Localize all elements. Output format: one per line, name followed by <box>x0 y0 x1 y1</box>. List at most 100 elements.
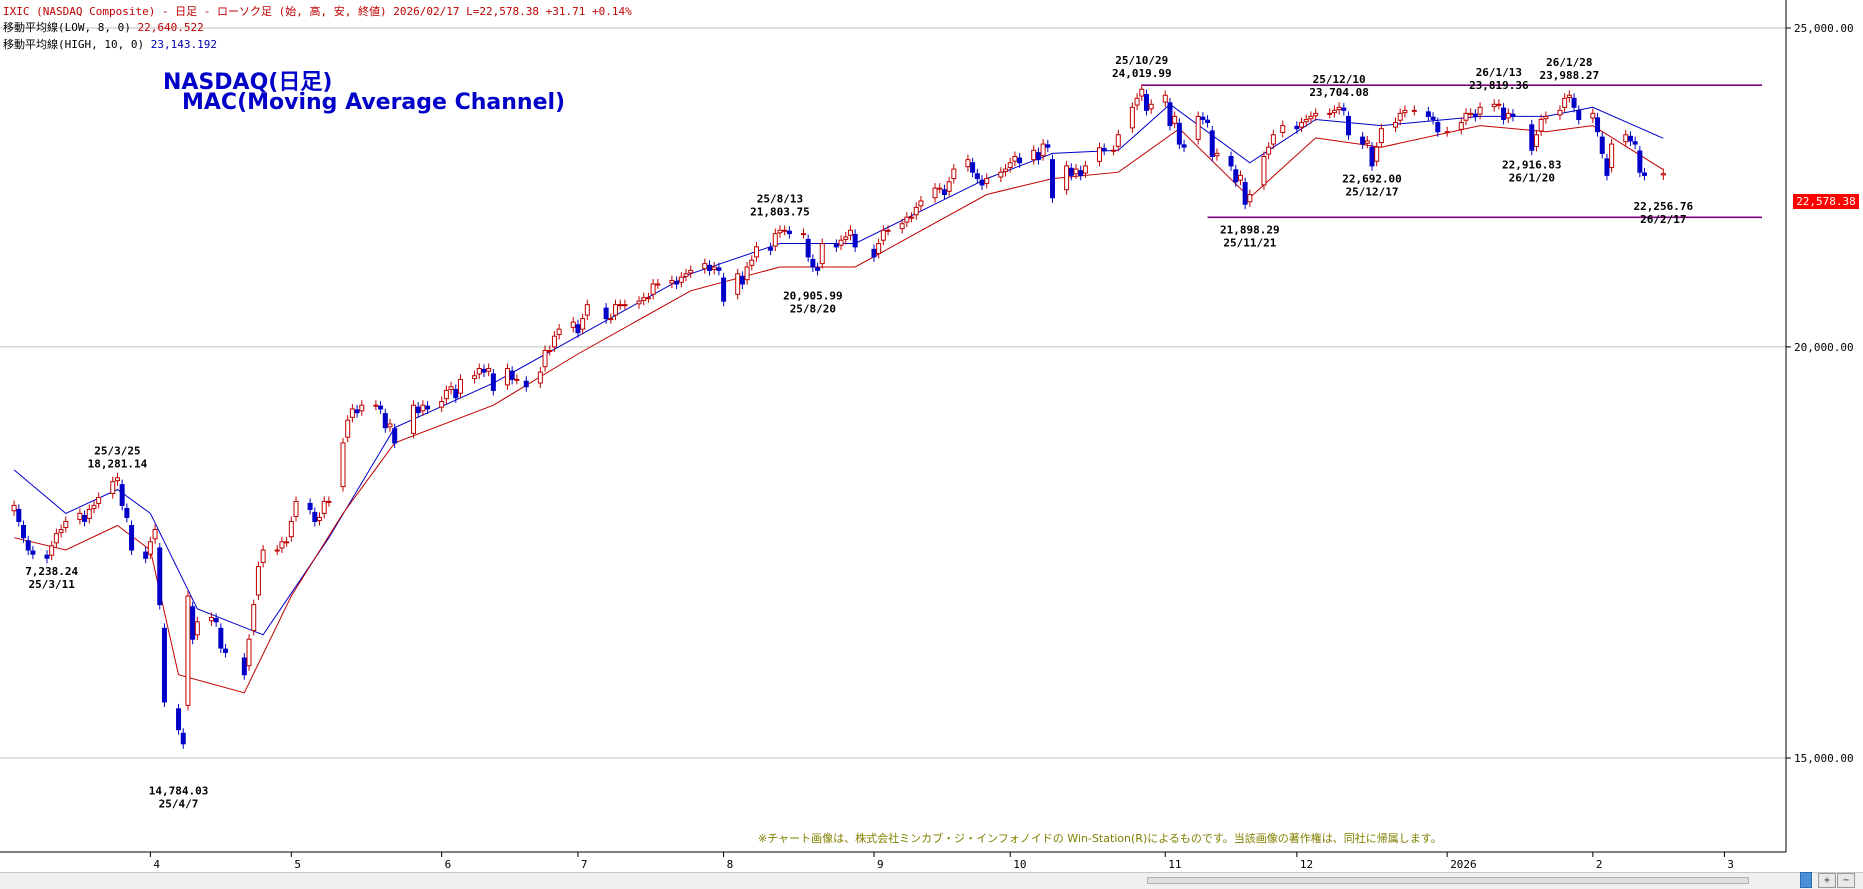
candle-body <box>251 604 257 631</box>
candle-body <box>1205 119 1211 124</box>
candle-body <box>1599 136 1605 154</box>
x-tick-label: 7 <box>581 858 588 871</box>
candle-body <box>20 525 26 539</box>
candle-body <box>852 233 858 248</box>
x-tick-label: 8 <box>727 858 734 871</box>
ma-low-line <box>13 125 1664 694</box>
candle-body <box>340 442 346 488</box>
candle-body <box>176 708 182 731</box>
candle-body <box>241 657 247 676</box>
candle-body <box>1115 134 1121 147</box>
candle-body <box>1007 162 1013 168</box>
candle-body <box>1172 115 1178 124</box>
candle-body <box>157 547 163 606</box>
candle-body <box>711 266 717 271</box>
candle-body <box>1566 94 1572 99</box>
candle-body <box>1237 174 1243 181</box>
candle-body <box>772 233 778 247</box>
candle-body <box>617 304 623 307</box>
annotation-label: 25/11/21 <box>1223 236 1276 249</box>
candle-body <box>909 216 915 219</box>
candle-body <box>946 181 952 192</box>
candle-body <box>551 335 557 348</box>
candle-body <box>91 504 97 509</box>
candle-body <box>1491 103 1497 108</box>
candle-body <box>1444 131 1450 134</box>
candle-body <box>899 223 905 230</box>
scroll-track[interactable] <box>1147 877 1749 884</box>
candle-body <box>918 200 924 207</box>
candle-body <box>1346 115 1352 136</box>
candle-body <box>1078 170 1084 176</box>
candle-body <box>584 304 590 316</box>
candle-body <box>1642 172 1648 176</box>
candle-body <box>876 243 882 255</box>
candle-body <box>185 595 191 706</box>
header-line-1: IXIC (NASDAQ Composite) - 日足 - ローソク足 (始,… <box>3 3 632 19</box>
candle-body <box>1064 165 1070 191</box>
candle-body <box>378 405 384 410</box>
candle-body <box>16 508 22 522</box>
candle-body <box>1040 143 1046 157</box>
candle-body <box>1402 109 1408 114</box>
candle-body <box>847 229 853 236</box>
candle-body <box>913 206 919 216</box>
candle-body <box>77 512 83 520</box>
annotation-label: 26/1/13 <box>1476 66 1522 79</box>
candle-body <box>288 520 294 538</box>
candle-body <box>1496 103 1502 106</box>
zoom-in-icon[interactable]: + <box>1818 873 1836 888</box>
header-line-3: 移動平均線(HIGH, 10, 0) 23,143.192 <box>3 36 217 52</box>
candle-body <box>843 236 849 240</box>
candle-body <box>345 419 351 438</box>
candle-body <box>1101 147 1107 151</box>
x-tick-label: 5 <box>294 858 301 871</box>
scroll-thumb[interactable] <box>1800 872 1812 888</box>
candle-body <box>885 229 891 232</box>
candle-body <box>1397 112 1403 121</box>
candle-body <box>63 520 69 529</box>
candle-body <box>819 243 825 265</box>
candle-body <box>1162 94 1168 103</box>
candle-body <box>1411 109 1417 112</box>
candle-body <box>735 273 741 295</box>
candle-body <box>1360 136 1366 145</box>
candle-body <box>674 280 680 285</box>
candle-body <box>979 179 985 186</box>
candle-body <box>349 408 355 418</box>
x-tick-label: 3 <box>1727 858 1734 871</box>
chart-subtitle: MAC(Moving Average Channel) <box>182 90 566 115</box>
copyright-footnote: ※チャート画像は、株式会社ミンカブ・ジ・インフォノイドの Win-Station… <box>758 832 1442 845</box>
candle-body <box>1463 112 1469 121</box>
annotation-label: 25/8/20 <box>790 303 836 316</box>
candle-body <box>580 318 586 330</box>
candle-body <box>833 243 839 248</box>
candle-body <box>1035 152 1041 161</box>
candle-body <box>768 247 774 251</box>
candle-body <box>359 404 365 412</box>
candle-body <box>1430 116 1436 120</box>
candle-body <box>1200 116 1206 120</box>
candle-body <box>1472 113 1478 117</box>
candle-body <box>1632 141 1638 145</box>
candle-body <box>1374 146 1380 162</box>
annotation-label: 25/4/7 <box>159 798 199 811</box>
candle-body <box>613 304 619 316</box>
candle-body <box>312 511 318 522</box>
candle-body <box>509 370 515 380</box>
annotation-label: 24,019.99 <box>1112 67 1172 80</box>
x-tick-label: 2 <box>1596 858 1603 871</box>
bottom-scrollbar[interactable] <box>0 872 1863 889</box>
candle-body <box>321 500 327 514</box>
candle-body <box>641 297 647 301</box>
candle-body <box>1003 168 1009 172</box>
candle-body <box>965 159 971 168</box>
candle-body <box>556 328 562 335</box>
candle-body <box>1543 115 1549 120</box>
candle-body <box>932 187 938 199</box>
candle-body <box>1134 97 1140 106</box>
candle-body <box>603 307 609 320</box>
zoom-out-icon[interactable]: − <box>1837 873 1855 888</box>
candle-body <box>443 389 449 400</box>
x-tick-label: 9 <box>877 858 884 871</box>
